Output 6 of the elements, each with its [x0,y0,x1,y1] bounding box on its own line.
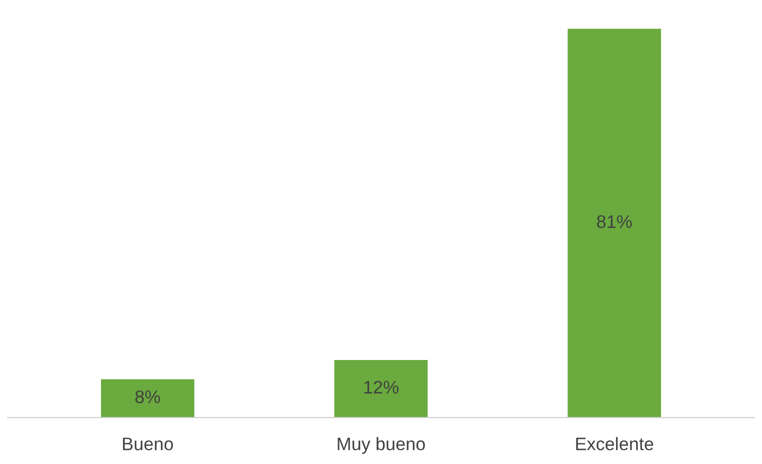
data-label: 8% [135,390,160,404]
x-tick-label: Muy bueno [338,437,425,454]
data-label: 81% [597,215,632,228]
data-label: 12% [364,380,398,394]
x-tick-label: Excelente [576,437,654,450]
x-tick-label: Bueno [123,438,173,450]
